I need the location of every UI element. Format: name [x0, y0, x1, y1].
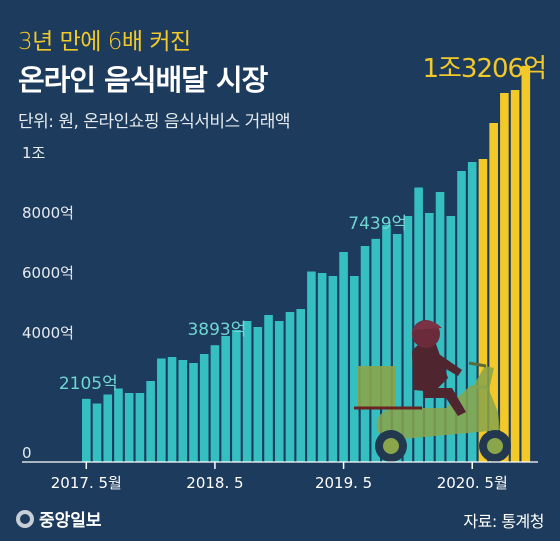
bar — [221, 336, 230, 462]
bar — [210, 345, 220, 462]
bar-highlight — [510, 90, 520, 462]
highlight-value: 1조3206억 — [422, 54, 547, 84]
data-label: 3893억 — [187, 320, 246, 340]
bar — [274, 321, 284, 462]
y-tick-label: 8000억 — [22, 204, 74, 222]
bar — [382, 225, 391, 462]
bar-highlight — [500, 93, 509, 462]
bar — [232, 330, 241, 462]
bar — [307, 271, 316, 462]
logo-icon — [16, 509, 34, 528]
x-tick-label: 2019. 5 — [315, 474, 372, 492]
data-label: 2105억 — [59, 374, 118, 394]
bar — [392, 234, 402, 462]
scooter-icon — [375, 361, 511, 462]
chart-title: 온라인 음식배달 시장 — [18, 63, 268, 97]
bar — [264, 315, 273, 462]
bar-highlight — [489, 123, 498, 462]
bar — [199, 354, 209, 462]
bar — [146, 381, 155, 462]
bar — [189, 363, 198, 462]
source-note: 자료: 통계청 — [463, 512, 544, 531]
bar — [328, 276, 338, 462]
delivery-rider-illustration — [354, 320, 511, 462]
bar-highlight — [521, 65, 531, 462]
bar — [242, 321, 252, 462]
bar-highlight — [478, 159, 488, 462]
bar — [403, 216, 413, 462]
bar — [124, 393, 134, 462]
bar — [371, 238, 381, 462]
y-tick-label: 6000억 — [22, 264, 74, 282]
publisher-logo: 중앙일보 — [16, 506, 102, 531]
bar — [135, 393, 145, 462]
bar — [82, 398, 91, 462]
bar — [350, 276, 359, 462]
x-tick-label: 2018. 5 — [186, 474, 243, 492]
bar — [360, 246, 370, 462]
bar — [114, 388, 123, 462]
bar — [157, 358, 166, 462]
chart-subtitle: 3년 만에 6배 커진 — [18, 29, 191, 55]
delivery-box-icon — [358, 366, 396, 408]
bar — [317, 273, 327, 462]
y-tick-label: 0 — [22, 444, 32, 462]
y-tick-label: 1조 — [22, 144, 46, 162]
bar — [92, 403, 102, 462]
bar — [285, 312, 295, 462]
bar — [167, 357, 177, 462]
logo-text: 중앙일보 — [39, 511, 102, 531]
data-label: 7439억 — [348, 214, 407, 234]
bar — [296, 309, 305, 462]
bar — [339, 252, 348, 462]
bar — [457, 171, 466, 462]
bar — [253, 327, 263, 462]
x-tick-label: 2020. 5월 — [437, 474, 508, 492]
bar — [467, 162, 477, 462]
bar — [103, 394, 113, 462]
x-tick-label: 2017. 5월 — [51, 474, 122, 492]
unit-note: 단위: 원, 온라인쇼핑 음식서비스 거래액 — [18, 112, 291, 132]
bar — [178, 360, 188, 462]
y-tick-label: 4000억 — [22, 324, 74, 342]
bar — [446, 216, 456, 462]
rider-icon — [412, 320, 466, 416]
